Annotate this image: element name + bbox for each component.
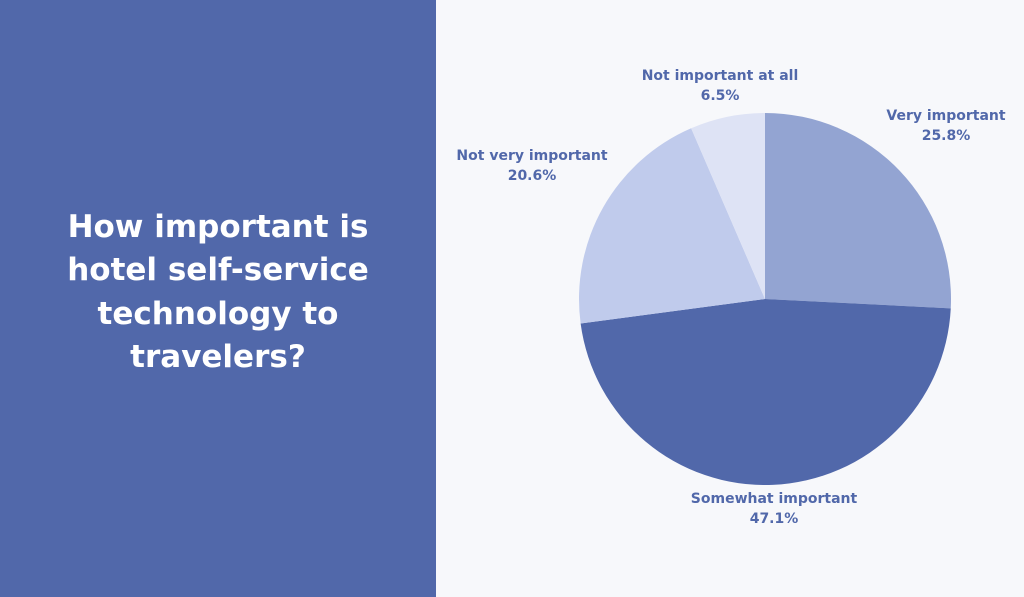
chart-panel: Very important 25.8% Somewhat important 47.… [436,0,1024,597]
slice-label-not-important-at-all: Not important at all [642,68,799,84]
slice-value-not-very-important: 20.6% [508,168,557,184]
pie-slice-not-important-at-all [691,113,765,299]
pie-chart: Very important 25.8% Somewhat important 47.… [456,68,1005,527]
slice-value-very-important: 25.8% [922,128,971,144]
pie-slice-somewhat-important [580,299,951,486]
slice-label-very-important: Very important [886,108,1006,124]
pie-labels: Very important 25.8% Somewhat important 47.… [456,68,1005,527]
title-panel: How important is hotel self-service tech… [0,0,436,597]
slice-value-somewhat-important: 47.1% [750,511,799,527]
pie-slices [579,113,951,486]
slice-label-somewhat-important: Somewhat important [691,491,858,507]
pie-slice-very-important [765,113,951,309]
slice-label-not-very-important: Not very important [456,148,607,164]
chart-title: How important is hotel self-service tech… [67,208,369,375]
pie-slice-not-very-important [579,128,765,324]
slice-value-not-important-at-all: 6.5% [701,88,740,104]
